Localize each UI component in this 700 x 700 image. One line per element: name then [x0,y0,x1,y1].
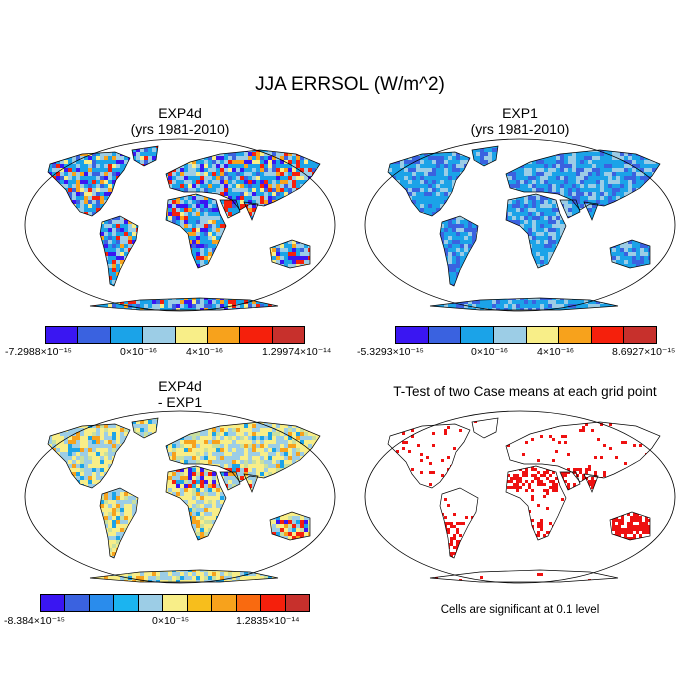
colorbar-swatch [78,327,111,343]
coastline-north-america [387,151,471,217]
colorbar-swatch [261,595,286,611]
panel2-title-line2: (yrs 1981-2010) [470,121,570,137]
panel4-title: T-Test of two Case means at each grid po… [393,384,657,399]
map-exp4d [24,138,336,312]
colorbar-exp4d-pos: 4×10⁻¹⁶ [186,346,224,358]
colorbar-swatch [236,595,262,611]
panel3-title-line1: EXP4d [158,378,202,394]
colorbar-swatch [110,327,144,343]
colorbar-swatch [428,327,462,343]
coastline-south-america [439,215,479,287]
coastline-africa [165,465,227,541]
coastline-greenland [471,145,499,167]
colorbar-exp1-min: -5.3293×10⁻¹⁵ [357,346,424,358]
colorbar-swatch [240,327,273,343]
map-ttest [364,410,676,584]
coastline-india [243,201,259,221]
colorbar-swatch [624,327,656,343]
coastline-africa [165,193,227,269]
colorbar-swatch [175,327,208,343]
colorbar-swatch [559,327,592,343]
colorbar-swatch [65,595,90,611]
panel1-title-line1: EXP4d [158,105,202,121]
colorbar-exp1-zero: 0×10⁻¹⁶ [471,346,509,358]
colorbar-swatch [272,327,304,343]
colorbar-swatch [396,327,429,343]
coastline-australia [269,239,311,269]
coastline-eurasia [505,421,661,483]
colorbar-swatch [285,595,309,611]
colorbar-swatch [493,327,527,343]
panel2-title-line1: EXP1 [502,105,538,121]
coastline-australia [609,239,651,269]
colorbar-swatch [526,327,560,343]
coastline-arabia [559,199,581,219]
panel1-title: EXP4d (yrs 1981-2010) [20,105,340,137]
colorbar-swatch [138,595,164,611]
map-frame [364,410,676,584]
coastline-greenland [131,145,159,167]
coastline-south-america [99,487,139,559]
map-exp1 [364,138,676,312]
map-frame [364,138,676,312]
colorbar-swatch [46,327,79,343]
colorbar-exp4d-max: 1.29974×10⁻¹⁴ [262,346,332,358]
coastline-india [583,201,599,221]
colorbar-swatch [41,595,66,611]
colorbar-exp4d-min: -7.2988×10⁻¹⁵ [5,346,72,358]
colorbar-swatch [89,595,115,611]
colorbar-swatch [163,595,188,611]
coastline-eurasia [505,149,661,211]
colorbar-exp1-pos: 4×10⁻¹⁶ [537,346,575,358]
figure-title: JJA ERRSOL (W/m^2) [255,74,445,95]
coastline-north-america [387,423,471,489]
colorbar-swatch [591,327,625,343]
coastline-greenland [471,417,499,439]
colorbar-swatch [207,327,241,343]
panel2-title: EXP1 (yrs 1981-2010) [360,105,680,137]
coastline-arabia [219,199,241,219]
colorbar-diff-min: -8.384×10⁻¹⁵ [4,615,65,627]
colorbar-diff [40,594,310,612]
colorbar-exp4d [45,326,305,344]
colorbar-exp4d-zero: 0×10⁻¹⁶ [120,346,158,358]
colorbar-diff-max: 1.2835×10⁻¹⁴ [236,615,300,627]
panel3-title-line2: - EXP1 [157,394,203,410]
coastline-north-america [47,151,131,217]
coastline-greenland [131,417,159,439]
colorbar-diff-zero: 0×10⁻¹⁵ [152,615,190,627]
coastline-north-america [47,423,131,489]
coastline-arabia [219,471,241,491]
colorbar-swatch [114,595,139,611]
coastline-eurasia [165,149,321,211]
coastline-india [243,473,259,493]
coastline-australia [269,511,311,541]
coastline-india [583,473,599,493]
colorbar-swatch [212,595,237,611]
colorbar-swatch [461,327,494,343]
colorbar-swatch [187,595,213,611]
significance-note: Cells are significant at 0.1 level [440,604,600,616]
map-diff [24,410,336,584]
coastline-south-america [439,487,479,559]
colorbar-exp1 [395,326,657,344]
colorbar-exp1-max: 8.6927×10⁻¹⁵ [612,346,676,358]
coastline-australia [609,511,651,541]
coastline-south-america [99,215,139,287]
map-frame [24,410,336,584]
coastline-eurasia [165,421,321,483]
coastline-africa [505,193,567,269]
panel3-title: EXP4d - EXP1 [20,378,340,410]
coastline-arabia [559,471,581,491]
panel1-title-line2: (yrs 1981-2010) [130,121,230,137]
colorbar-swatch [143,327,176,343]
map-frame [24,138,336,312]
coastline-africa [505,465,567,541]
